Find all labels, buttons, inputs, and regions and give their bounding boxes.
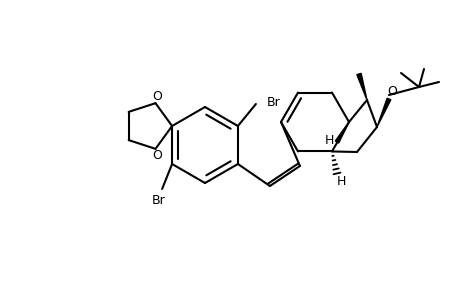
Text: H: H — [336, 175, 345, 188]
Polygon shape — [376, 98, 390, 127]
Text: H: H — [324, 134, 333, 146]
Text: O: O — [152, 90, 162, 103]
Text: O: O — [152, 149, 162, 162]
Text: Br: Br — [266, 95, 280, 109]
Text: O: O — [386, 85, 396, 98]
Polygon shape — [356, 73, 366, 100]
Polygon shape — [335, 122, 348, 143]
Text: Br: Br — [152, 194, 166, 206]
